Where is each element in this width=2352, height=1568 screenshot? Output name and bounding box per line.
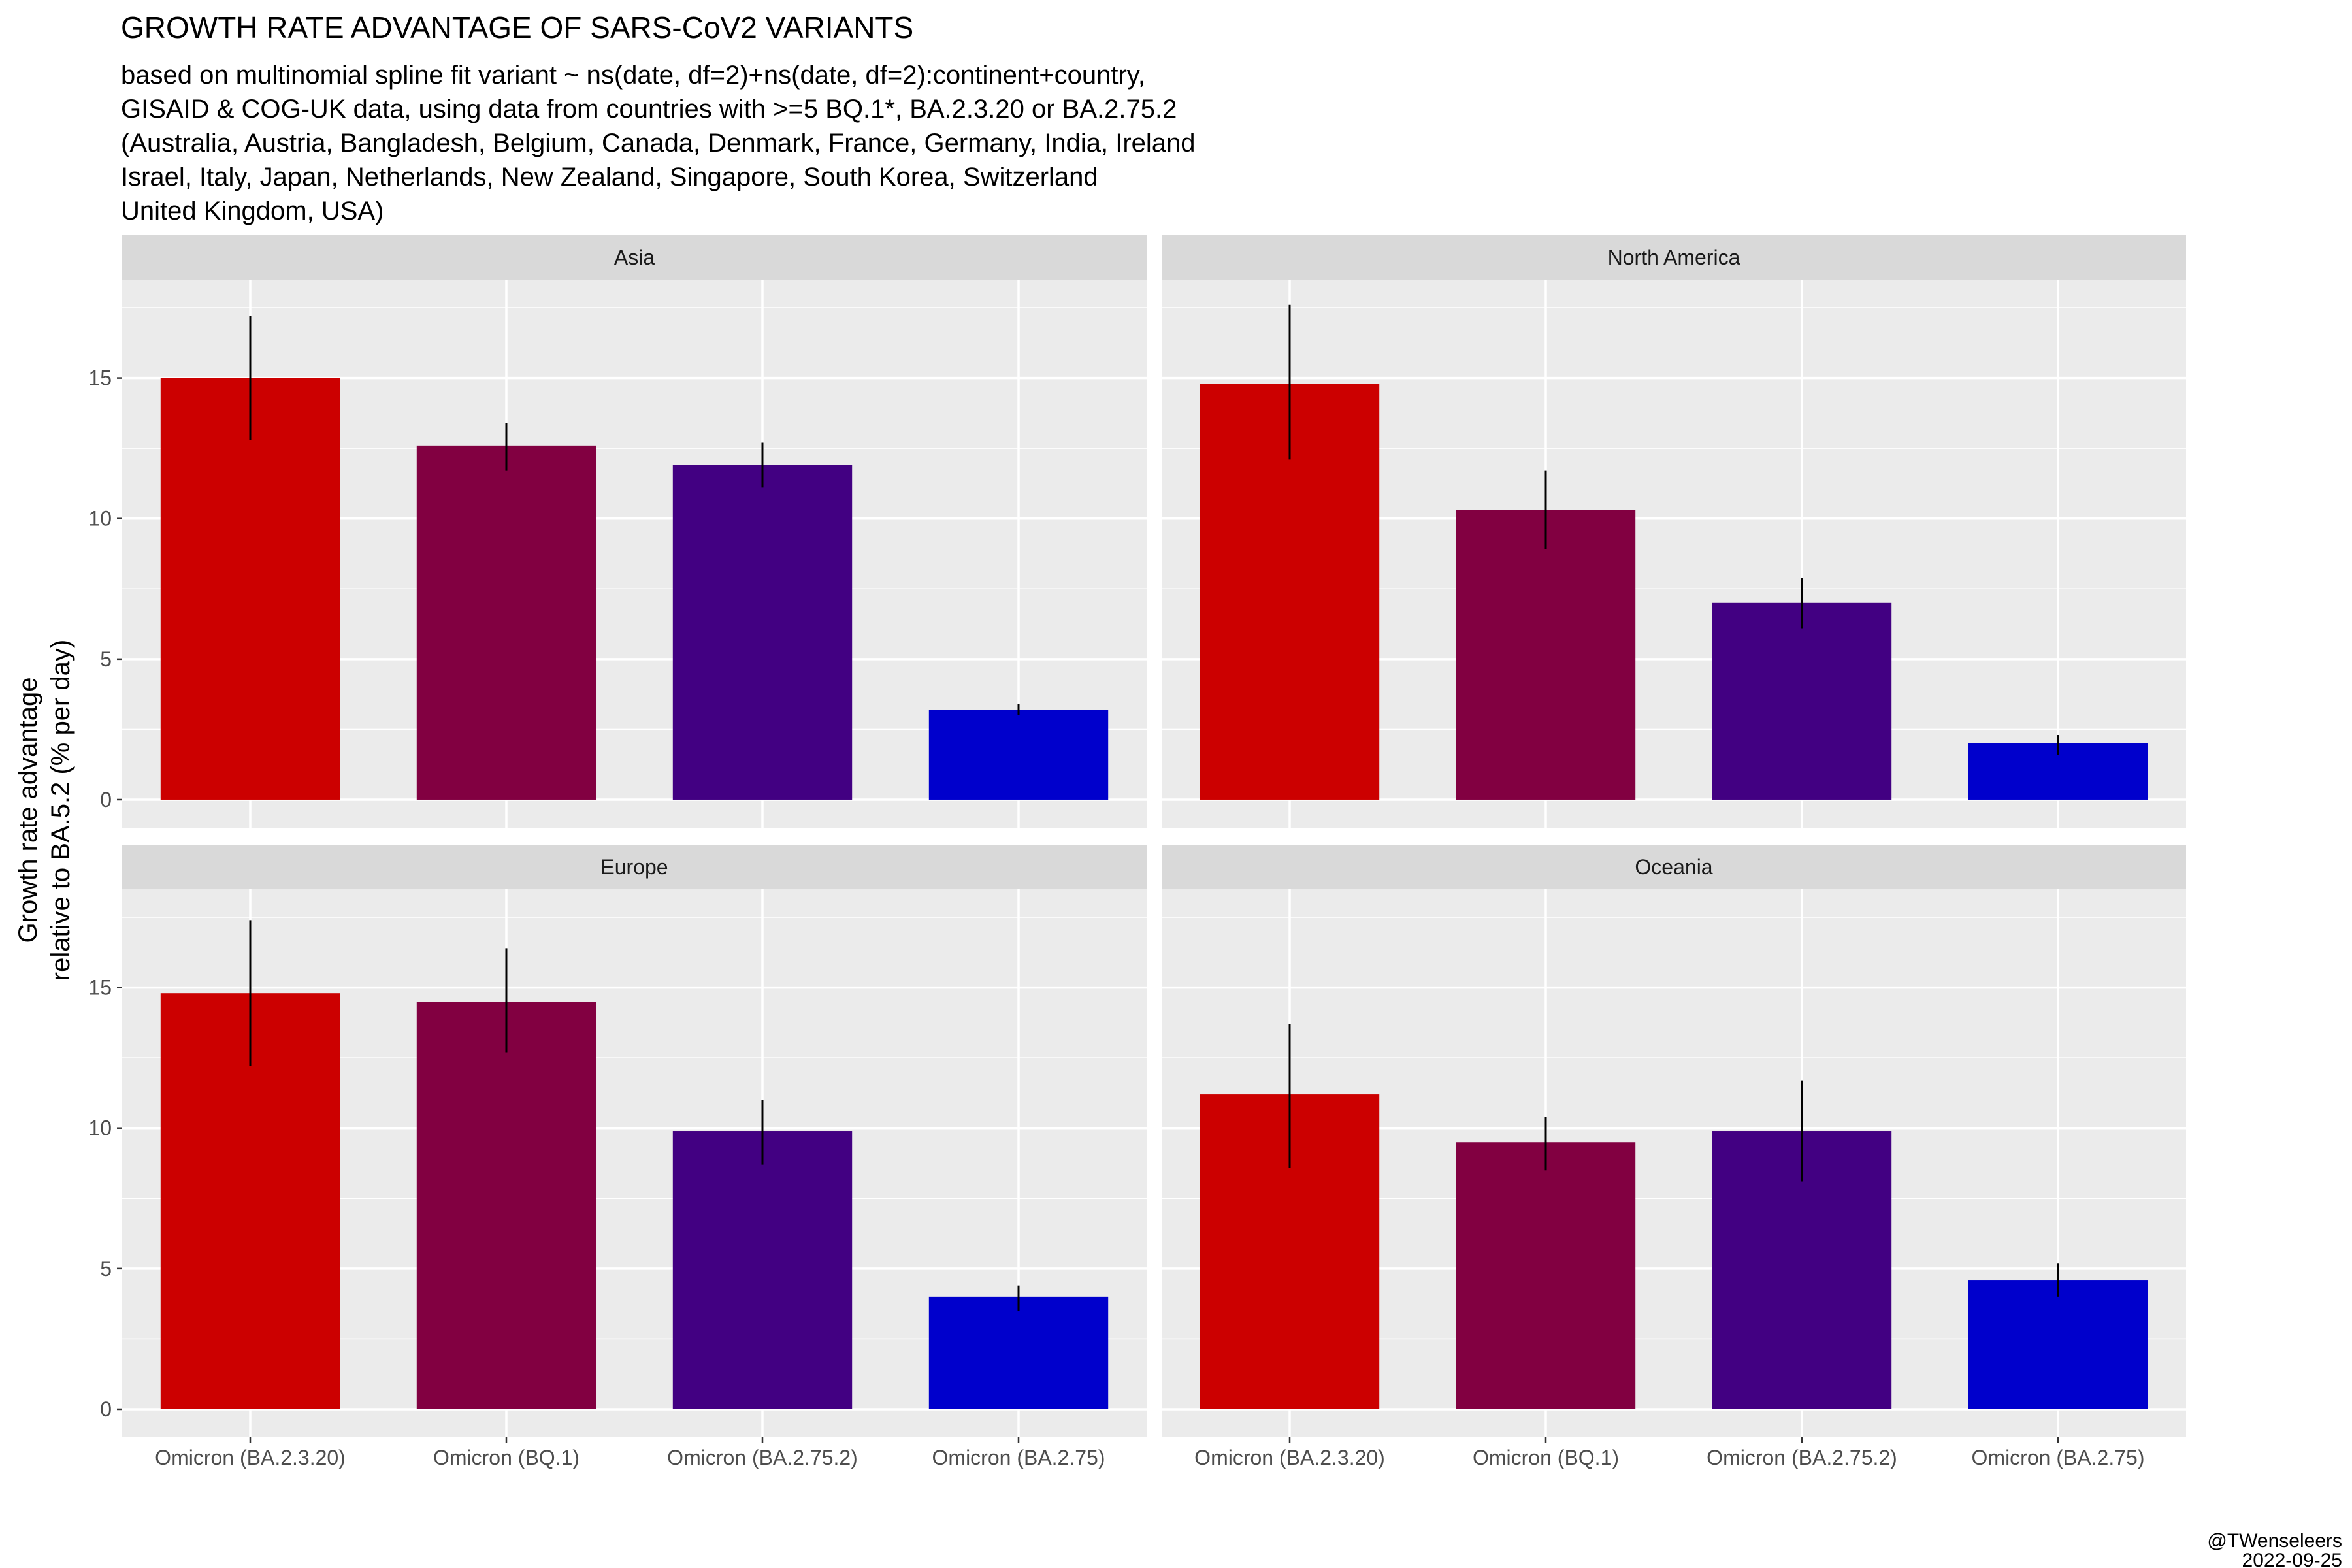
y-tick-label: 5 (100, 647, 112, 671)
facet-strip-label: Oceania (1635, 855, 1712, 879)
facet-strip-label: North America (1608, 246, 1740, 269)
x-tick-label: Omicron (BQ.1) (1473, 1446, 1619, 1469)
x-tick-label: Omicron (BQ.1) (433, 1446, 580, 1469)
y-tick-label: 0 (100, 788, 112, 811)
subtitle-line: (Australia, Austria, Bangladesh, Belgium… (121, 129, 1196, 157)
facet-panel: Europe 0 5 10 15 Omicron (BA.2.3.20) Omicron (… (88, 845, 1147, 1469)
subtitle-line: United Kingdom, USA) (121, 197, 384, 225)
caption-author: @TWenseleers (2207, 1530, 2342, 1552)
y-tick-label: 10 (88, 1117, 112, 1140)
facet-strip (122, 235, 1147, 280)
facet-strip-label: Europe (600, 855, 668, 879)
x-tick-label: Omicron (BA.2.3.20) (155, 1446, 346, 1469)
subtitle-line: GISAID & COG-UK data, using data from co… (121, 95, 1177, 123)
bar (928, 1296, 1109, 1409)
y-tick-label: 15 (88, 976, 112, 1000)
subtitle-line: based on multinomial spline fit variant … (121, 61, 1145, 90)
bar (416, 445, 596, 800)
x-tick-label: Omicron (BA.2.3.20) (1194, 1446, 1385, 1469)
bar (1456, 510, 1636, 800)
bar (928, 710, 1109, 800)
facet-strip (1162, 845, 2186, 889)
y-axis-title: Growth rate advantage relative to BA.5.2… (14, 640, 75, 981)
bar (160, 378, 340, 800)
x-tick-label: Omicron (BA.2.75) (1972, 1446, 2145, 1469)
facet-panel: Asia 0 5 10 15 (88, 235, 1147, 828)
y-tick-label: 5 (100, 1257, 112, 1281)
chart-subtitle: based on multinomial spline fit variant … (121, 61, 1196, 225)
chart-title: GROWTH RATE ADVANTAGE OF SARS-CoV2 VARIA… (121, 10, 913, 44)
facet-strip (122, 845, 1147, 889)
caption-date: 2022-09-25 (2242, 1550, 2342, 1568)
y-tick-label: 10 (88, 507, 112, 531)
y-tick-label: 0 (100, 1397, 112, 1421)
bar (672, 1131, 853, 1409)
facet-panel: North America (1162, 235, 2186, 828)
bar (1712, 602, 1892, 800)
y-tick-label: 15 (88, 367, 112, 390)
bar (1456, 1142, 1636, 1409)
x-tick-label: Omicron (BA.2.75.2) (667, 1446, 858, 1469)
x-tick-label: Omicron (BA.2.75.2) (1707, 1446, 1897, 1469)
facet-panel: Oceania Omicron (BA.2.3.20) Omicron (BQ.1)… (1162, 845, 2186, 1469)
y-axis-title-line: Growth rate advantage (14, 678, 42, 943)
y-axis-title-line: relative to BA.5.2 (% per day) (46, 640, 75, 981)
x-tick-label: Omicron (BA.2.75) (932, 1446, 1105, 1469)
facet-strip (1162, 235, 2186, 280)
facet-panels: Asia 0 5 10 15 North America Europe 0 5 10 15 Omicr… (88, 235, 2186, 1469)
bar (416, 1002, 596, 1409)
bar (672, 465, 853, 800)
subtitle-line: Israel, Italy, Japan, Netherlands, New Z… (121, 163, 1098, 191)
facet-strip-label: Asia (614, 246, 655, 269)
bar (1968, 1280, 2148, 1409)
